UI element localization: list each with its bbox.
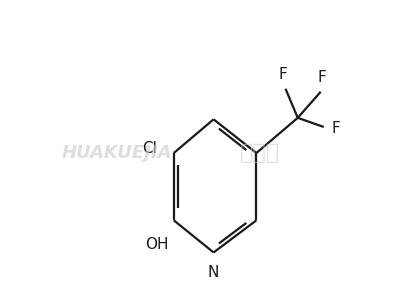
Text: N: N: [208, 265, 219, 280]
Text: F: F: [318, 70, 326, 85]
Text: OH: OH: [145, 237, 169, 252]
Text: F: F: [278, 67, 287, 82]
Text: HUAKUEJIA: HUAKUEJIA: [62, 144, 173, 162]
Text: F: F: [331, 121, 340, 136]
Text: 化学加: 化学加: [240, 143, 280, 163]
Text: Cl: Cl: [142, 141, 157, 156]
